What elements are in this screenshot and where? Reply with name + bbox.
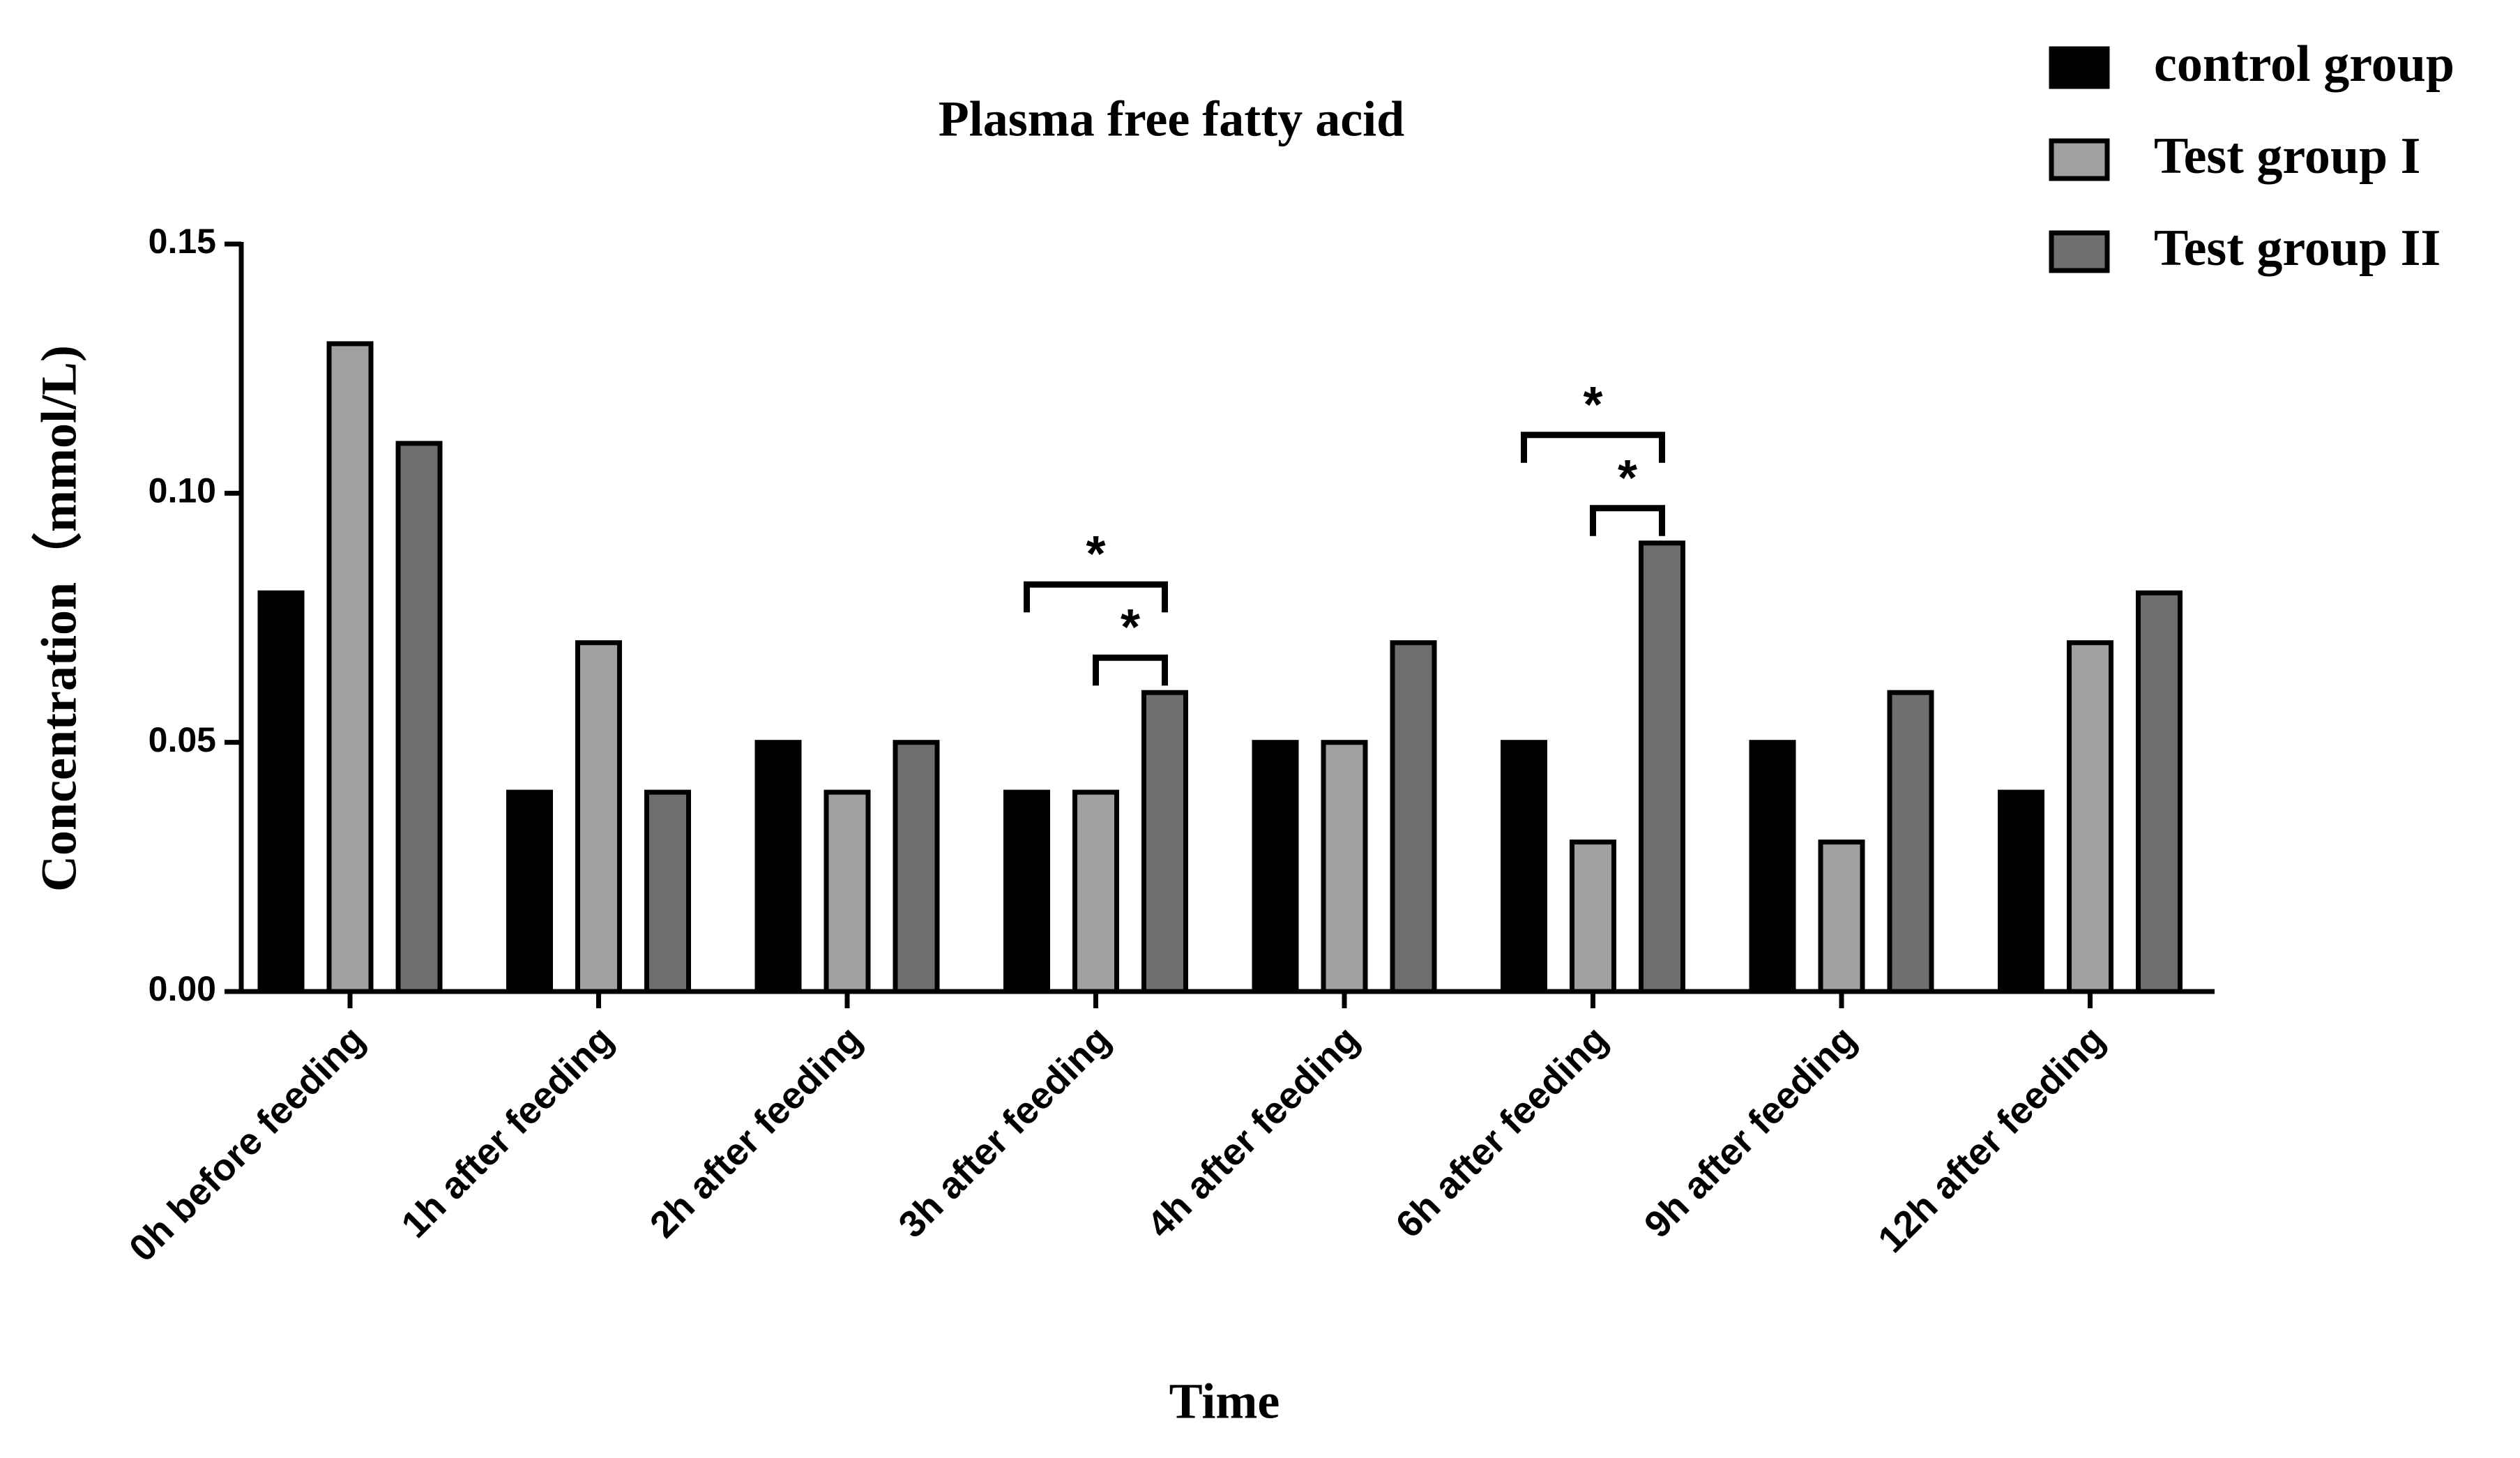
bar <box>823 789 871 994</box>
bar <box>1887 690 1934 994</box>
bar <box>1998 789 2044 994</box>
legend-label: Test group II <box>2154 220 2441 277</box>
legend-swatch <box>2049 230 2110 273</box>
y-tick-label: 0.00 <box>149 969 216 1008</box>
significance-label: * <box>1618 450 1637 506</box>
bar <box>1390 640 1437 994</box>
bar <box>1072 789 1119 994</box>
bar <box>2067 640 2113 994</box>
bar <box>2136 590 2183 994</box>
bar <box>1003 789 1050 994</box>
significance-label: * <box>1121 600 1140 655</box>
bar <box>1818 840 1865 994</box>
x-axis-label: Time <box>1169 1374 1280 1429</box>
x-tick-label: 2h after feeding <box>642 1018 870 1246</box>
y-tick-label: 0.10 <box>149 471 216 510</box>
bar <box>1501 740 1547 994</box>
significance-label: * <box>1583 377 1602 433</box>
x-tick-label: 12h after feeding <box>1870 1018 2113 1261</box>
legend-swatch <box>2049 46 2110 89</box>
y-tick-label: 0.05 <box>149 720 216 759</box>
legend-label: Test group I <box>2154 128 2420 185</box>
chart-title: Plasma free fatty acid <box>939 91 1404 147</box>
bar <box>1321 740 1368 994</box>
bar <box>1749 740 1796 994</box>
bar <box>1639 540 1685 994</box>
legend-swatch <box>2049 138 2110 181</box>
x-tick-label: 1h after feeding <box>393 1018 621 1246</box>
x-tick-label: 4h after feeding <box>1139 1018 1367 1246</box>
x-tick-label: 3h after feeding <box>890 1018 1118 1246</box>
legend-label: control group <box>2154 36 2454 93</box>
significance-label: * <box>1086 526 1105 582</box>
y-tick-label: 0.15 <box>149 222 216 261</box>
x-tick-label: 6h after feeding <box>1388 1018 1616 1246</box>
x-tick-label: 0h before feeding <box>121 1018 373 1270</box>
bar <box>893 740 940 994</box>
significance-bracket <box>1093 654 1168 686</box>
bar <box>1141 690 1188 994</box>
significance-bracket <box>1521 432 1665 463</box>
y-axis-label: Concentration（mmol/L) <box>31 345 87 892</box>
significance-bracket <box>1590 505 1665 536</box>
bar <box>644 789 691 994</box>
significance-bracket <box>1024 581 1168 613</box>
bar <box>257 590 305 994</box>
bar <box>754 740 802 994</box>
bar <box>1252 740 1299 994</box>
bar <box>395 441 443 994</box>
bar <box>326 341 374 994</box>
x-tick-label: 9h after feeding <box>1637 1018 1865 1246</box>
bar <box>506 789 553 994</box>
bar <box>1570 840 1616 994</box>
bar <box>575 640 622 994</box>
